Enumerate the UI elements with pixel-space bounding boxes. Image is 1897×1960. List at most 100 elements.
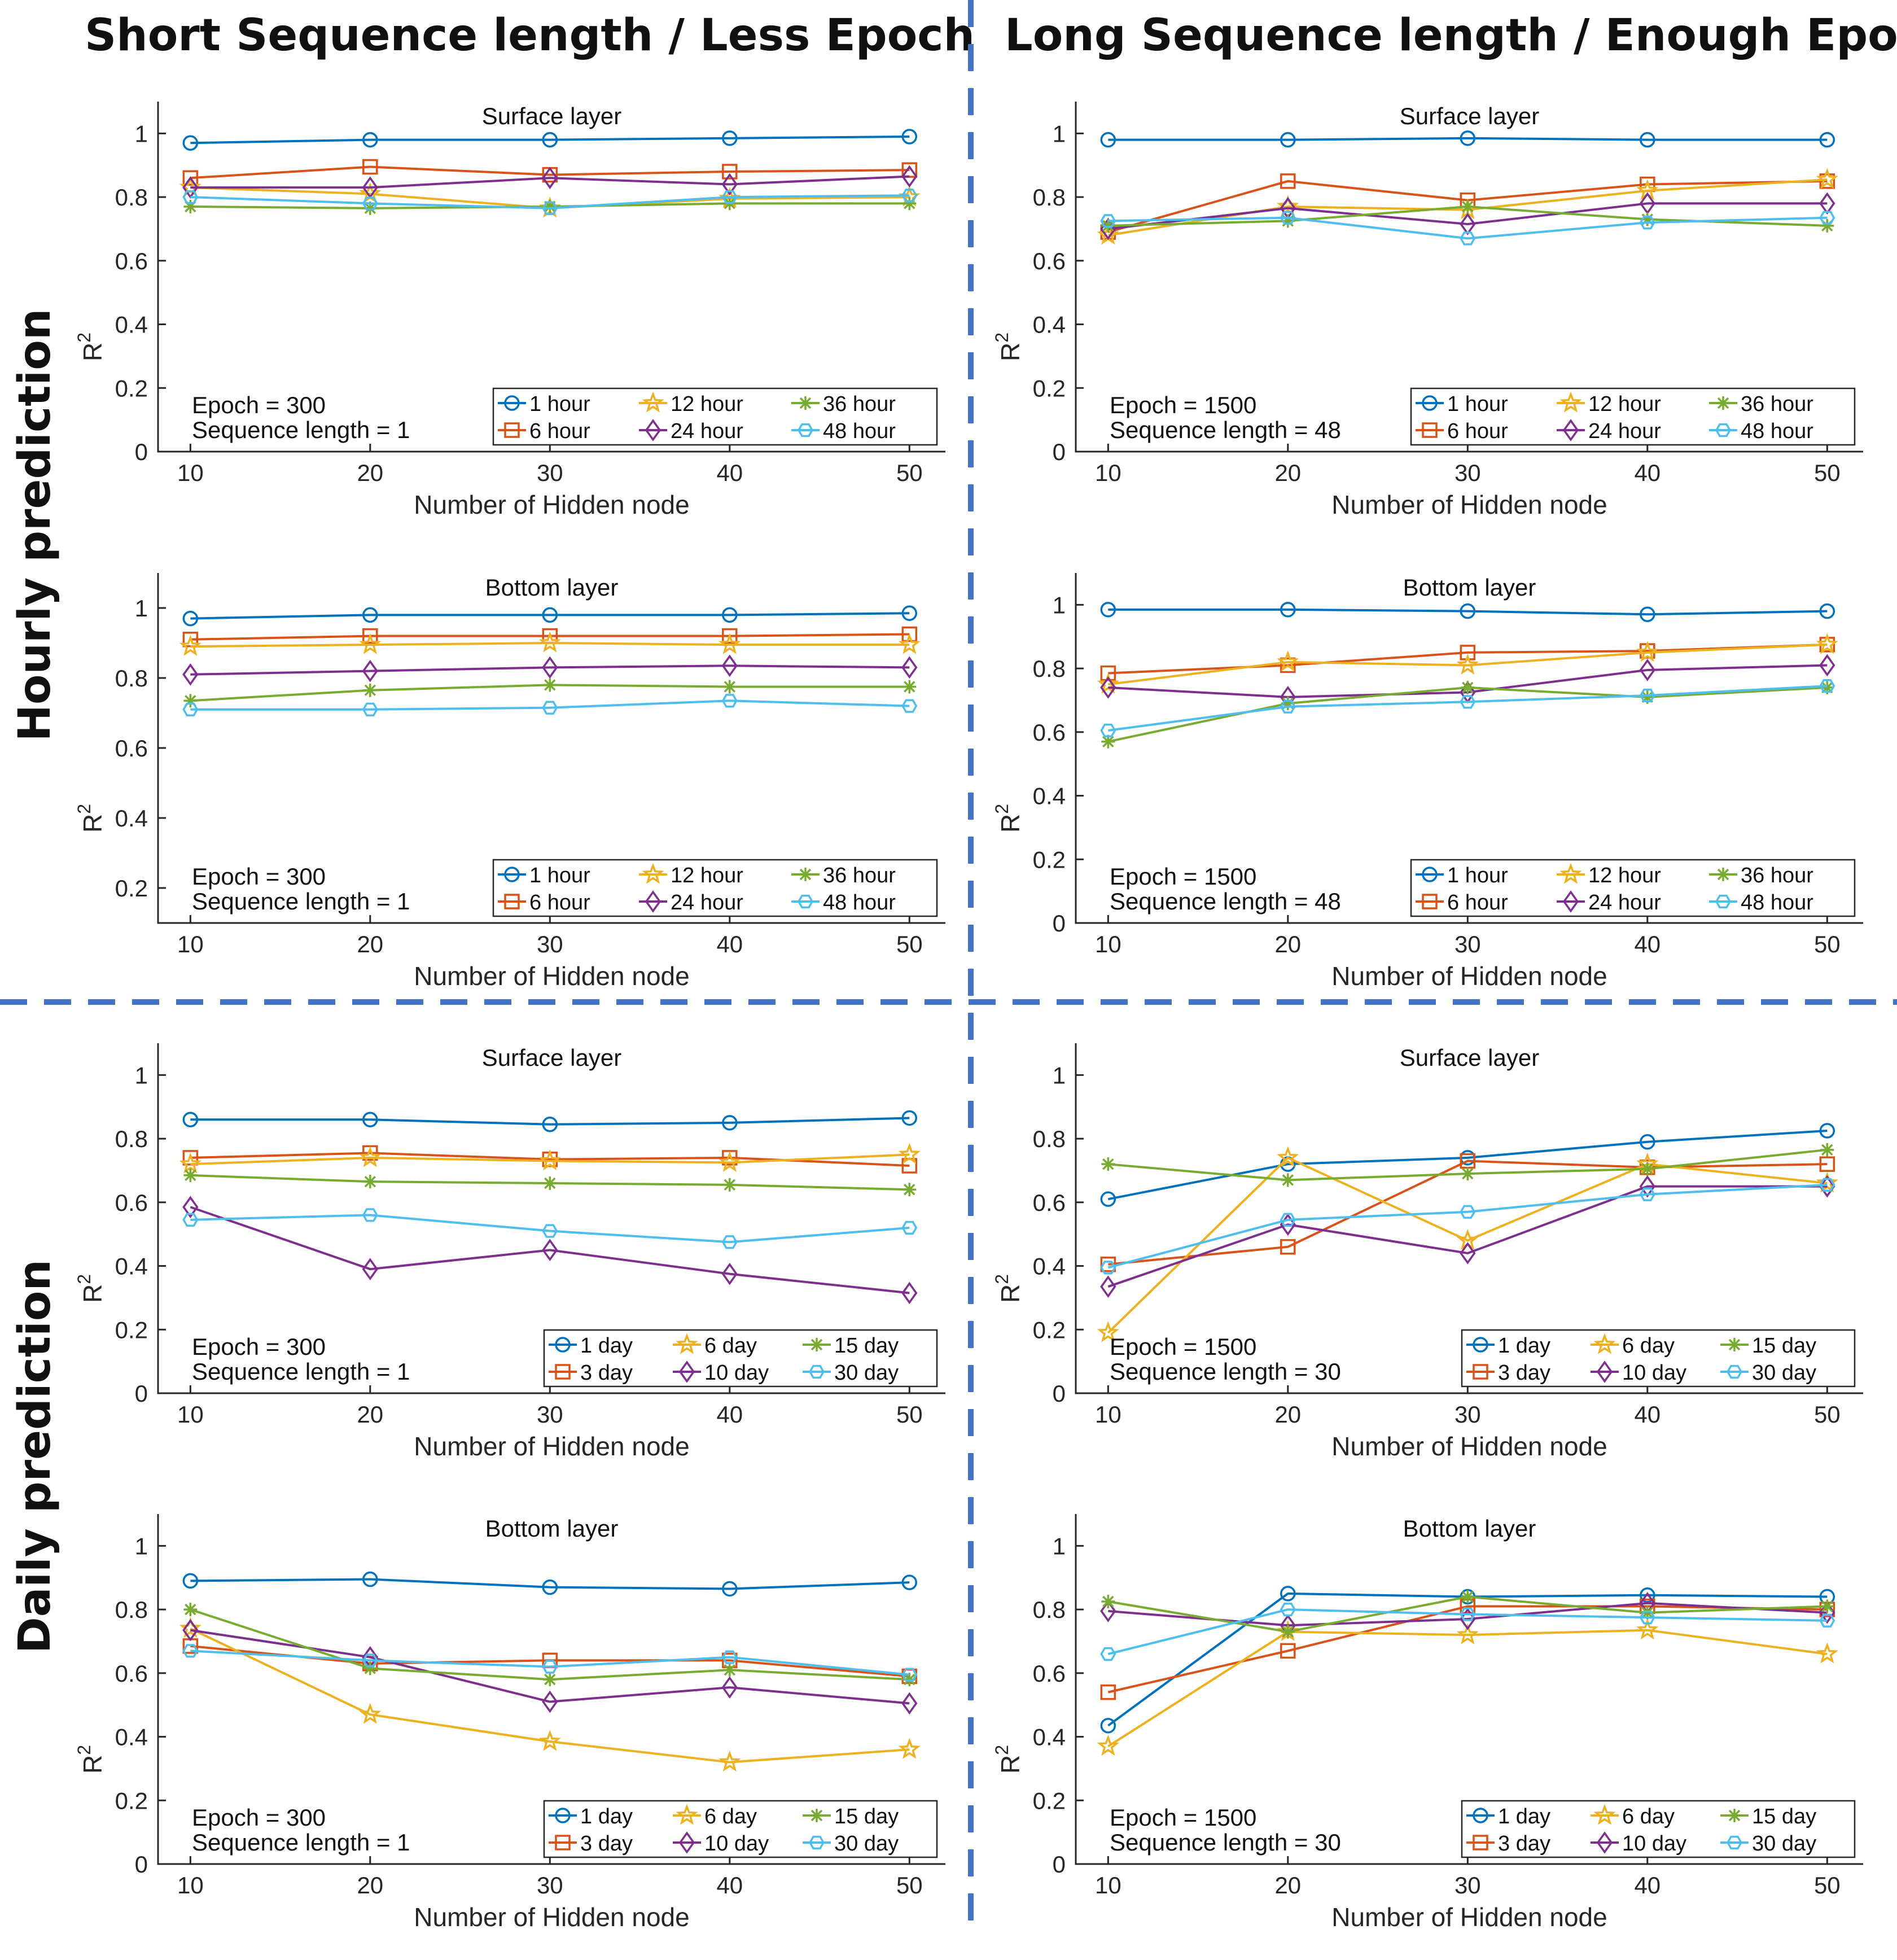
legend-marker [1559, 391, 1582, 413]
legend-marker [1473, 1808, 1488, 1823]
legend-label: 6 day [704, 1805, 757, 1828]
chart-title: Bottom layer [485, 574, 619, 601]
y-axis-label: R2 [74, 1274, 107, 1303]
series-48-hour [182, 189, 918, 215]
data-point [1100, 1718, 1116, 1734]
row-title-hourly: Hourly prediction [10, 308, 60, 742]
chart-hourly-bottom-short: 10 20 30 40 50 0.2 0.4 0.6 0.8 1 Bottom layer Numbe… [62, 556, 988, 1019]
data-point [1460, 1242, 1476, 1265]
data-point [722, 680, 737, 694]
annotation-text: Sequence length = 48 [1110, 417, 1341, 443]
series-line [190, 1117, 910, 1126]
data-point [542, 1239, 558, 1262]
data-point [1639, 1187, 1655, 1201]
legend-label: 3 day [1498, 1361, 1550, 1385]
data-point [542, 1660, 558, 1674]
horizontal-divider [0, 999, 1897, 1005]
series-6-day [1097, 1618, 1838, 1756]
series-line [1107, 1185, 1828, 1288]
chart-daily-surface-short: 10 20 30 40 50 0 0.2 0.4 0.6 0.8 1 Surface layer Num… [62, 1026, 988, 1489]
data-point [901, 129, 918, 145]
legend-marker [1562, 419, 1579, 441]
legend-marker [676, 1804, 698, 1825]
legend-marker [504, 422, 520, 438]
data-point [1460, 1205, 1476, 1219]
data-point [719, 1751, 741, 1772]
series-15-day [183, 1603, 917, 1687]
legend-marker [1422, 395, 1438, 411]
data-point [719, 1150, 741, 1172]
x-tick-label: 30 [537, 1401, 563, 1428]
data-point [1639, 659, 1655, 681]
series-line [1108, 216, 1828, 240]
series-15-day [1101, 1590, 1834, 1639]
legend-label: 30 day [1752, 1361, 1816, 1385]
series-line [1107, 1608, 1828, 1655]
x-tick-label: 50 [1814, 1872, 1841, 1898]
data-point [1460, 130, 1476, 146]
annotation-text: Sequence length = 30 [1110, 1829, 1341, 1856]
legend-marker [555, 1808, 571, 1823]
data-point [1101, 1157, 1115, 1171]
legend: 1 hour 6 hour 12 hour 24 hour 36 hour 48 hour [492, 387, 938, 446]
legend-marker [1728, 1338, 1741, 1351]
y-tick-label: 0.4 [1033, 1253, 1066, 1280]
chart-title: Surface layer [482, 1044, 621, 1071]
x-axis-label: Number of Hidden node [414, 1902, 689, 1932]
y-tick-label: 0.4 [115, 312, 148, 338]
y-tick-label: 0.6 [115, 248, 148, 274]
data-point [721, 654, 738, 677]
data-point [1100, 723, 1116, 738]
data-point [903, 1183, 917, 1197]
series-line [190, 175, 910, 189]
annotation-text: Epoch = 1500 [1110, 1804, 1256, 1831]
legend-label: 30 day [834, 1361, 899, 1385]
series-line [190, 1206, 910, 1294]
data-point [359, 1146, 382, 1167]
legend-label: 48 hour [823, 891, 896, 915]
series-15-day [1101, 1143, 1834, 1187]
data-point [1461, 200, 1475, 213]
data-point [1819, 603, 1835, 619]
series-line [190, 1578, 910, 1590]
y-tick-label: 0.2 [115, 1787, 148, 1814]
x-axis-label: Number of Hidden node [1331, 1432, 1607, 1461]
series-line [190, 1650, 910, 1676]
data-point [722, 1663, 737, 1677]
data-point [1281, 697, 1295, 711]
legend-label: 48 hour [1741, 891, 1813, 915]
data-point [1636, 641, 1659, 662]
data-point [538, 1730, 561, 1751]
data-point [719, 633, 741, 654]
legend-label: 15 day [834, 1334, 899, 1358]
annotation-text: Sequence length = 48 [1110, 888, 1341, 915]
series-line [190, 1628, 910, 1764]
data-point [543, 1176, 557, 1190]
data-point [1819, 173, 1835, 189]
data-point [1100, 1261, 1116, 1275]
series-line [1108, 1160, 1828, 1266]
series-1-hour [1100, 130, 1835, 148]
legend-marker [808, 1835, 825, 1850]
legend-label: 36 hour [823, 392, 896, 416]
series-1-day [182, 1110, 918, 1132]
legend-marker [676, 1333, 698, 1354]
data-point [1640, 212, 1654, 226]
data-point [722, 628, 738, 644]
legend-marker [1593, 1804, 1616, 1825]
series-line [1108, 685, 1828, 732]
legend-box [1461, 1800, 1856, 1858]
y-tick-label: 0.2 [1033, 375, 1066, 401]
y-tick-label: 0 [1053, 1851, 1066, 1878]
legend-label: 1 day [1498, 1805, 1550, 1828]
legend-label: 1 hour [529, 392, 590, 416]
series-line [1108, 608, 1828, 616]
series-line [190, 1608, 910, 1681]
data-point [1819, 1156, 1835, 1172]
x-tick-label: 10 [1095, 1401, 1121, 1428]
data-point [1820, 1143, 1834, 1157]
y-tick-label: 0.8 [115, 665, 148, 692]
series-line [1108, 643, 1828, 686]
data-point [182, 702, 199, 716]
legend-label: 10 day [704, 1832, 769, 1856]
